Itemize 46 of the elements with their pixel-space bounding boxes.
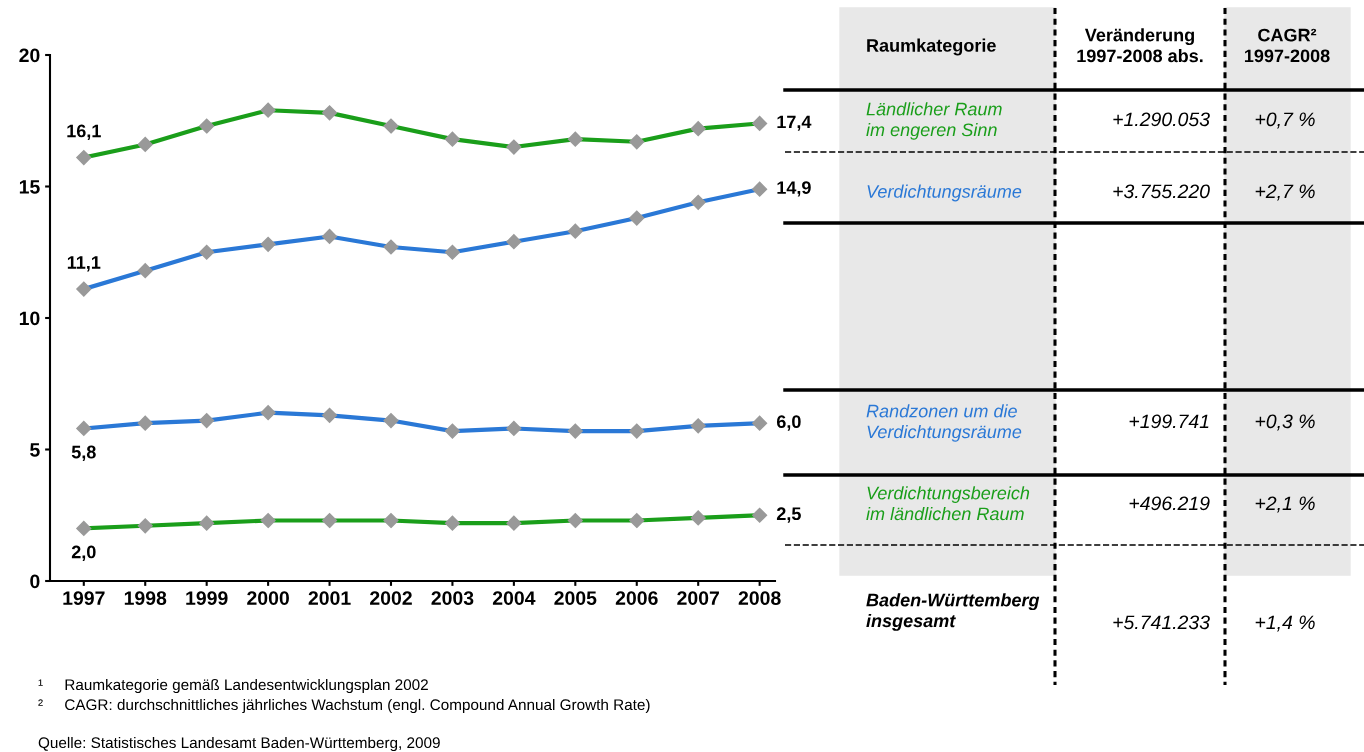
data-label: 11,1: [67, 256, 101, 272]
x-tick-label: 2004: [492, 591, 536, 605]
data-label: 5,8: [71, 445, 96, 462]
x-tick-label: 1999: [186, 591, 228, 605]
text: +1.290.053: [1113, 112, 1210, 127]
text: +2,7 %: [1255, 184, 1315, 201]
x-tick-label: 2000: [247, 591, 289, 605]
text: +3.755.220: [1113, 184, 1210, 199]
x-tick-label: 2003: [431, 591, 474, 606]
text: Verdichtungsräume: [867, 184, 1022, 202]
data-label: 16,1: [67, 124, 101, 140]
source-note: Quelle: Statistisches Landesamt Baden-Württemberg, 2009: [38, 736, 440, 752]
text: Baden-Württemberg insgesamt: [866, 593, 1040, 631]
text: Randzonen um die Verdichtungsräume: [866, 404, 1022, 442]
y-tick-label: 20: [19, 48, 40, 63]
y-tick-label: 0: [30, 574, 40, 589]
text: ¹ Raumkategorie gemäß Landesentwicklungsplan 2002: [38, 678, 428, 694]
text: +1,4 %: [1255, 615, 1315, 632]
x-tick-label: 2002: [370, 591, 412, 605]
text: +0,7 %: [1255, 112, 1315, 129]
x-tick-label: 2006: [615, 591, 658, 605]
text: +199.741: [1129, 414, 1209, 429]
x-tick-label: 2007: [677, 591, 719, 605]
text: +496.219: [1129, 496, 1210, 511]
text: +2,1 %: [1255, 496, 1315, 513]
y-tick-label: 10: [19, 311, 40, 326]
x-tick-label: 1998: [124, 591, 167, 605]
x-tick-label: 2008: [738, 591, 781, 605]
text: Raumkategorie: [867, 38, 996, 56]
x-tick-label: 2005: [554, 591, 597, 605]
data-label: 14,9: [777, 181, 811, 197]
y-tick-label: 15: [19, 180, 40, 194]
data-label: 17,4: [777, 115, 812, 131]
text: +0,3 %: [1255, 414, 1315, 431]
text: CAGR² 1997-2008: [1244, 28, 1330, 63]
text: Verdichtungsbereich im ländlichen Raum: [866, 486, 1030, 521]
data-label: 2,5: [776, 507, 801, 523]
data-label: 6,0: [776, 415, 801, 431]
x-tick-label: 2001: [308, 591, 351, 605]
text: +5.741.233: [1113, 615, 1210, 630]
data-label: 2,0: [71, 545, 96, 561]
text: ² CAGR: durchschnittliches jährliches Wachstum (engl. Compound Annual Growth Rate): [38, 698, 650, 714]
text: Veränderung 1997-2008 abs.: [1077, 28, 1203, 63]
x-tick-label: 1997: [63, 591, 105, 605]
text: Ländlicher Raum im engeren Sinn: [866, 102, 1002, 140]
y-tick-label: 5: [30, 443, 40, 457]
